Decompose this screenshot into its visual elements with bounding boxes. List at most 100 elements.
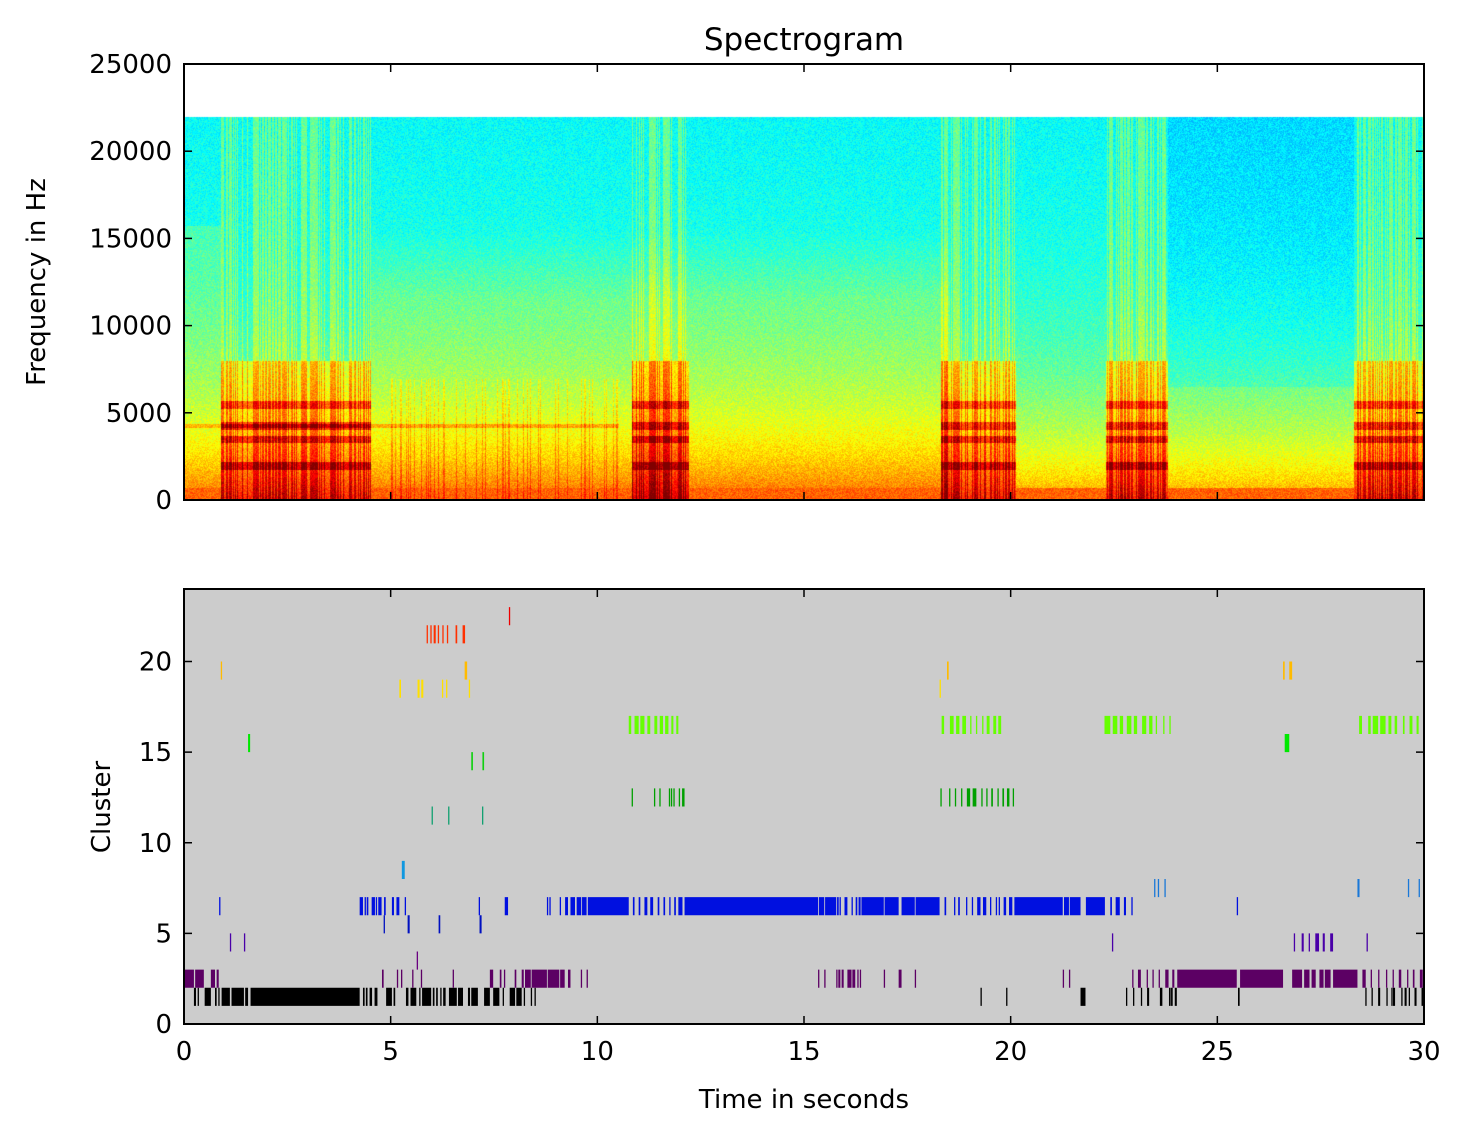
cluster-6-event — [570, 897, 576, 916]
cluster-6-event — [966, 897, 968, 916]
cluster-1-event — [1080, 987, 1086, 1006]
cluster-16-event — [970, 715, 972, 734]
cluster-21-event — [442, 625, 444, 644]
cluster-6-event — [396, 897, 400, 916]
cluster-1-event — [493, 987, 500, 1006]
cluster-1-event — [448, 987, 457, 1006]
cluster-16-event — [1149, 715, 1153, 734]
cluster-18-event — [468, 679, 471, 698]
cluster-6-event — [650, 897, 654, 916]
cluster-6-event — [839, 897, 841, 916]
cluster-2-event — [525, 969, 531, 988]
cluster-21-event — [462, 625, 466, 644]
cluster-16-event — [671, 715, 674, 734]
cluster-2-event — [195, 969, 204, 988]
cluster-6-event — [944, 897, 947, 916]
cluster-2-event — [1412, 969, 1415, 988]
cluster-2-event — [396, 969, 399, 988]
cluster-16-event — [949, 715, 954, 734]
cluster-6-event — [982, 897, 987, 916]
cluster-2-event — [1240, 969, 1284, 988]
cluster-2-event — [489, 969, 494, 988]
cluster-18-event — [399, 679, 401, 698]
cluster-2-event — [1172, 969, 1175, 988]
cluster-1-event — [1125, 987, 1128, 1006]
cluster-6-event — [384, 897, 386, 916]
cluster-16-event — [1394, 715, 1398, 734]
cluster-18-event — [421, 679, 424, 698]
cluster-1-event — [215, 987, 217, 1006]
cluster-ytick-label: 20 — [139, 648, 172, 678]
cluster-2-event — [381, 969, 384, 988]
cluster-16-event — [1126, 715, 1132, 734]
cluster-1-event — [432, 987, 435, 1006]
cluster-1-event — [458, 987, 463, 1006]
cluster-12-event — [659, 788, 661, 807]
cluster-19-event — [464, 661, 468, 680]
cluster-12-event — [961, 788, 963, 807]
cluster-2-event — [1370, 969, 1372, 988]
cluster-12-event — [954, 788, 957, 807]
cluster-marks — [184, 607, 1424, 1006]
cluster-2-event — [1392, 969, 1394, 988]
cluster-1-event — [509, 987, 516, 1006]
cluster-1-event — [1174, 987, 1177, 1006]
cluster-2-event — [1385, 969, 1388, 988]
spec-ytick-label: 5000 — [106, 399, 172, 429]
cluster-11-event — [482, 806, 484, 825]
cluster-19-event — [1289, 661, 1293, 680]
cluster-4-event — [1366, 933, 1368, 952]
cluster-2-event — [1419, 969, 1423, 988]
cluster-ytick-label: 0 — [155, 1010, 172, 1040]
cluster-1-event — [1171, 987, 1173, 1006]
cluster-6-event — [855, 897, 858, 916]
cluster-2-event — [1068, 969, 1071, 988]
cluster-12-event — [940, 788, 942, 807]
cluster-2-event — [1311, 969, 1316, 988]
cluster-2-event — [560, 969, 565, 988]
cluster-xlabel: Time in seconds — [698, 1085, 909, 1115]
cluster-5-event — [479, 915, 482, 934]
cluster-1-event — [1168, 987, 1171, 1006]
cluster-4-event — [1330, 933, 1334, 952]
cluster-2-event — [567, 969, 571, 988]
cluster-16-event — [1155, 715, 1158, 734]
cluster-12-event — [1012, 788, 1015, 807]
spec-ytick-label: 0 — [155, 486, 172, 516]
cluster-6-event — [954, 897, 956, 916]
cluster-12-event — [949, 788, 951, 807]
cluster-6-event — [971, 897, 974, 916]
cluster-4-event — [1322, 933, 1325, 952]
cluster-16-event — [1142, 715, 1147, 734]
cluster-1-event — [443, 987, 446, 1006]
cluster-16-event — [654, 715, 658, 734]
cluster-6-event — [901, 897, 915, 916]
cluster-6-event — [1123, 897, 1126, 916]
cluster-6-event — [915, 897, 940, 916]
cluster-16-event — [1112, 715, 1118, 734]
cluster-14-event — [471, 752, 473, 771]
cluster-15-event — [248, 734, 251, 753]
cluster-2-event — [838, 969, 841, 988]
cluster-1-event — [393, 987, 396, 1006]
cluster-1-event — [374, 987, 378, 1006]
cluster-1-event — [530, 987, 533, 1006]
cluster-2-event — [841, 969, 844, 988]
cluster-6-event — [1009, 897, 1013, 916]
cluster-2-event — [401, 969, 403, 988]
cluster-2-event — [412, 969, 414, 988]
cluster-16-event — [647, 715, 651, 734]
cluster-12-event — [653, 788, 656, 807]
cluster-12-event — [678, 788, 681, 807]
cluster-6-event — [684, 897, 819, 916]
cluster-6-event — [1236, 897, 1239, 916]
cluster-12-event — [631, 788, 633, 807]
cluster-6-event — [478, 897, 481, 916]
cluster-6-event — [995, 897, 998, 916]
cluster-1-event — [1365, 987, 1367, 1006]
cluster-6-event — [576, 897, 582, 916]
cluster-16-event — [1402, 715, 1405, 734]
cluster-2-event — [1177, 969, 1237, 988]
cluster-15-event — [1284, 734, 1290, 753]
